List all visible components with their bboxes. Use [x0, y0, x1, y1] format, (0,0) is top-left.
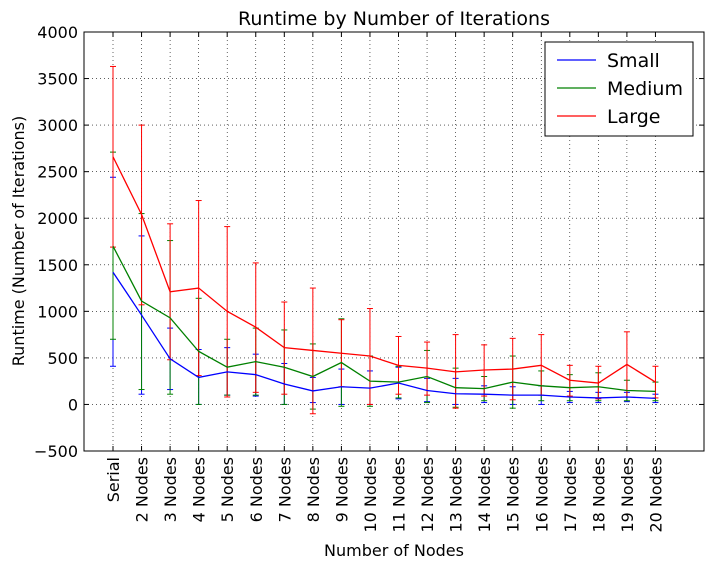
y-tick-label: 1000: [37, 302, 78, 321]
plot-series: [110, 65, 659, 415]
x-tick-label: 13 Nodes: [447, 457, 466, 533]
legend-box: [544, 41, 694, 137]
legend: Small Medium Large: [544, 41, 694, 137]
series-line-small: [112, 271, 656, 400]
x-tick-label: 2 Nodes: [133, 457, 152, 522]
y-tick-label: 3000: [37, 116, 78, 135]
x-tick-label: 20 Nodes: [646, 457, 665, 533]
x-tick-label: 5 Nodes: [218, 457, 237, 522]
legend-label-small: Small: [607, 50, 660, 72]
x-tick-label: 16 Nodes: [532, 457, 551, 533]
x-tick-label: 9 Nodes: [332, 457, 351, 522]
x-axis-ticks: Serial 2 Nodes 3 Nodes 4 Nodes 5 Nodes 6 Node…: [104, 32, 665, 533]
y-tick-label: 2500: [37, 163, 78, 182]
y-tick-label: 1500: [37, 256, 78, 275]
y-tick-label: 2000: [37, 209, 78, 228]
legend-label-medium: Medium: [607, 78, 683, 100]
legend-label-large: Large: [607, 106, 660, 128]
chart-title: Runtime by Number of Iterations: [238, 8, 550, 30]
x-tick-label: 14 Nodes: [475, 457, 494, 533]
x-tick-label: 19 Nodes: [618, 457, 637, 533]
x-tick-label: 18 Nodes: [589, 457, 608, 533]
x-tick-label: 6 Nodes: [247, 457, 266, 522]
x-tick-label: 17 Nodes: [561, 457, 580, 533]
x-tick-label: 15 Nodes: [504, 457, 523, 533]
x-tick-label: 12 Nodes: [418, 457, 437, 533]
x-tick-label: 7 Nodes: [275, 457, 294, 522]
y-tick-label: 500: [47, 349, 78, 368]
y-tick-label: 3500: [37, 70, 78, 89]
y-axis-label: Runtime (Number of Iterations): [9, 116, 28, 366]
series-line-medium: [112, 245, 656, 393]
y-axis-ticks: −500 0 500 1000 1500 2000 2500 3000 3500 4000: [34, 23, 704, 461]
y-tick-label: −500: [34, 442, 78, 461]
x-tick-label: 10 Nodes: [361, 457, 380, 533]
x-tick-label: 11 Nodes: [390, 457, 409, 533]
x-axis-label: Number of Nodes: [324, 541, 464, 560]
x-tick-label: 3 Nodes: [161, 457, 180, 522]
series-line-large: [112, 156, 656, 384]
x-tick-label: 8 Nodes: [304, 457, 323, 522]
y-tick-label: 4000: [37, 23, 78, 42]
plot-frame: [83, 31, 705, 452]
x-tick-label: 4 Nodes: [190, 457, 209, 522]
x-tick-label: Serial: [104, 457, 123, 502]
y-tick-label: 0: [68, 395, 78, 414]
